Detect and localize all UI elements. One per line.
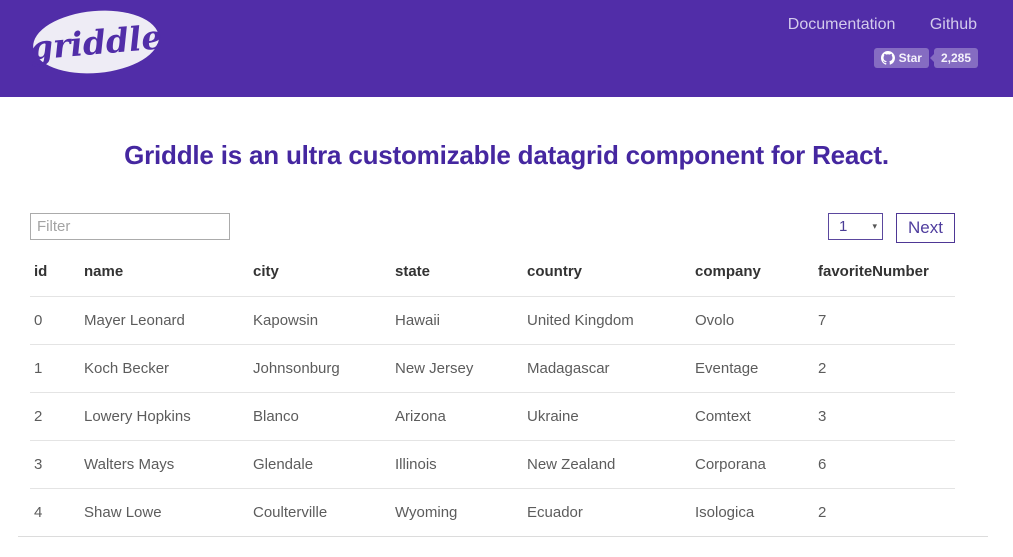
next-page-button[interactable]: Next xyxy=(896,213,955,243)
nav-link-github[interactable]: Github xyxy=(929,16,977,33)
table-cell: Isologica xyxy=(695,504,755,521)
table-cell: 2 xyxy=(818,360,827,377)
grid-toolbar: 1 ▾ Next xyxy=(30,213,955,243)
filter-input[interactable] xyxy=(30,213,230,240)
table-cell: 2 xyxy=(818,504,827,521)
table-cell: Illinois xyxy=(395,456,437,473)
table-cell: Kapowsin xyxy=(253,312,319,329)
table-cell: 1 xyxy=(34,360,43,377)
column-header-id[interactable]: id xyxy=(34,263,48,280)
table-cell: Wyoming xyxy=(395,504,458,521)
table-cell: Eventage xyxy=(695,360,759,377)
github-icon xyxy=(880,51,895,65)
table-cell: Ukraine xyxy=(527,408,579,425)
pager: 1 ▾ Next xyxy=(828,213,955,243)
table-row[interactable]: 3 Walters Mays Glendale Illinois New Zealand… xyxy=(30,441,955,489)
table-cell: 3 xyxy=(34,456,43,473)
table-cell: Coulterville xyxy=(253,504,328,521)
table-cell: Koch Becker xyxy=(84,360,170,377)
table-cell: Mayer Leonard xyxy=(84,312,185,329)
star-label: Star xyxy=(898,51,922,65)
table-cell: Walters Mays xyxy=(84,456,175,473)
table-cell: Corporana xyxy=(695,456,766,473)
page-select[interactable]: 1 ▾ xyxy=(828,213,884,240)
table-cell: Hawaii xyxy=(395,312,441,329)
logo-oval xyxy=(33,10,159,74)
nav-link-documentation[interactable]: Documentation xyxy=(787,16,896,33)
table-body: 0 Mayer Leonard Kapowsin Hawaii United Kingd… xyxy=(30,297,955,537)
main-content: 1 ▾ Next id name city state country company fa… xyxy=(30,213,955,536)
column-header-country[interactable]: country xyxy=(527,263,583,280)
table-cell: Johnsonburg xyxy=(253,360,340,377)
table-bottom-border xyxy=(18,536,988,537)
griddle-logo[interactable]: griddle xyxy=(28,7,164,82)
table-cell: New Jersey xyxy=(395,360,474,377)
table-cell: Arizona xyxy=(395,408,446,425)
table-row[interactable]: 0 Mayer Leonard Kapowsin Hawaii United Kingd… xyxy=(30,297,955,345)
table-cell: 3 xyxy=(818,408,827,425)
table-cell: Madagascar xyxy=(527,360,610,377)
table-row[interactable]: 4 Shaw Lowe Coulterville Wyoming Ecuador Isol… xyxy=(30,489,955,537)
column-header-company[interactable]: company xyxy=(695,263,761,280)
table-cell: Ecuador xyxy=(527,504,583,521)
table-cell: Blanco xyxy=(253,408,299,425)
table-cell: Lowery Hopkins xyxy=(84,408,191,425)
table-cell: Glendale xyxy=(253,456,314,473)
table-cell: 2 xyxy=(34,408,43,425)
table-cell: 4 xyxy=(34,504,43,521)
table-cell: 0 xyxy=(34,312,43,329)
main-nav: Documentation Github xyxy=(758,16,977,34)
table-header-row: id name city state country company favoriteNum… xyxy=(30,255,955,297)
github-star-button[interactable]: Star xyxy=(873,48,929,68)
table-cell: Shaw Lowe xyxy=(84,504,162,521)
column-header-state[interactable]: state xyxy=(395,263,431,280)
dropdown-arrow-icon: ▾ xyxy=(872,221,878,231)
table-cell: United Kingdom xyxy=(527,312,634,329)
table-cell: 6 xyxy=(818,456,827,473)
table-cell: Ovolo xyxy=(695,312,735,329)
github-star-count[interactable]: 2,285 xyxy=(929,48,978,68)
column-header-favoriteNumber[interactable]: favoriteNumber xyxy=(818,263,929,280)
table-cell: 7 xyxy=(818,312,827,329)
github-star-widget: Star 2,285 xyxy=(873,48,978,68)
page-title: Griddle is an ultra customizable datagri… xyxy=(124,140,889,170)
data-grid: id name city state country company favoriteNum… xyxy=(30,255,955,536)
table-cell: New Zealand xyxy=(527,456,616,473)
table-cell: Comtext xyxy=(695,408,751,425)
table-row[interactable]: 2 Lowery Hopkins Blanco Arizona Ukraine Comte… xyxy=(30,393,955,441)
site-header: griddle Documentation Github Star 2,285 xyxy=(0,0,1013,97)
column-header-city[interactable]: city xyxy=(253,263,279,280)
page-select-value: 1 xyxy=(839,218,848,235)
table-row[interactable]: 1 Koch Becker Johnsonburg New Jersey Madagas… xyxy=(30,345,955,393)
column-header-name[interactable]: name xyxy=(84,263,124,280)
